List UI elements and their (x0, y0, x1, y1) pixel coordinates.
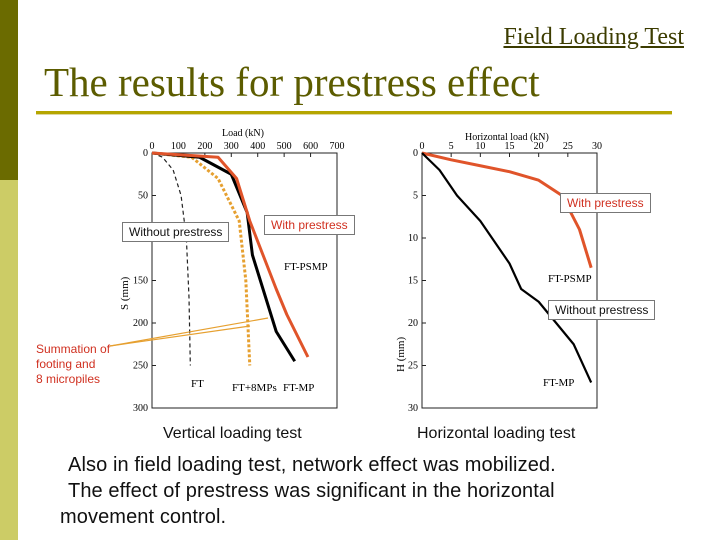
x-tick-label: 0 (150, 141, 155, 152)
callout-with-prestress-left: With prestress (264, 215, 355, 235)
y-tick-label: 0 (143, 148, 148, 159)
note-pointer-1 (109, 317, 269, 347)
title-underline (36, 111, 672, 114)
y-tick-label: 15 (408, 276, 418, 287)
right-series-lines (421, 151, 593, 383)
x-tick-label: 600 (303, 141, 318, 152)
x-tick-label: 15 (505, 141, 515, 152)
callout-without-prestress-right: Without prestress (548, 300, 656, 320)
y-tick-label: 5 (413, 191, 418, 202)
y-tick-label: 10 (408, 233, 418, 244)
x-tick-label: 5 (449, 141, 454, 152)
series-ft (151, 152, 191, 366)
y-tick-label: 200 (133, 318, 148, 329)
label-ft-mp-left: FT-MP (283, 382, 314, 394)
y-tick-label: 250 (133, 361, 148, 372)
y-tick-label: 30 (408, 403, 418, 414)
series-ft-psmp (151, 151, 310, 358)
y-tick-label: 300 (133, 403, 148, 414)
body-line-2: The effect of prestress was significant … (68, 480, 555, 502)
label-ft-8mps: FT+8MPs (232, 382, 277, 394)
x-tick-label: 20 (534, 141, 544, 152)
left-x-ticks: 0 100 200 300 400 500 600 700 (150, 141, 345, 157)
note-pointer-2 (109, 325, 251, 347)
body-line-1: Also in field loading test, network effe… (68, 454, 556, 476)
label-ft-psmp-left: FT-PSMP (284, 261, 328, 273)
x-tick-label: 100 (171, 141, 186, 152)
callout-without-prestress-left: Without prestress (122, 222, 230, 242)
series-ft-8mps (151, 151, 252, 366)
y-tick-label: 150 (133, 276, 148, 287)
series-ft-mp (421, 152, 593, 383)
x-tick-label: 400 (250, 141, 265, 152)
note-line-3: 8 micropiles (36, 372, 101, 386)
series-ft-mp (151, 151, 296, 363)
caption-vertical: Vertical loading test (163, 425, 302, 442)
sidebar-dark-bar (0, 0, 18, 180)
x-tick-label: 30 (592, 141, 602, 152)
right-y-axis-label: H (mm) (395, 337, 407, 372)
x-tick-label: 300 (224, 141, 239, 152)
title-underline-shadow (36, 114, 672, 115)
note-line-2: footing and (36, 357, 96, 371)
right-x-axis-label: Horizontal load (kN) (465, 132, 549, 143)
y-tick-label: 20 (408, 318, 418, 329)
micropile-summation-note: Summation of footing and 8 micropiles (36, 342, 110, 387)
series-ft-psmp (421, 151, 593, 269)
body-paragraph: Also in field loading test, network effe… (60, 452, 700, 530)
label-ft: FT (191, 378, 204, 390)
sidebar-light-bar (0, 180, 18, 540)
note-line-1: Summation of (36, 342, 111, 356)
y-tick-label: 25 (408, 361, 418, 372)
left-x-axis-label: Load (kN) (222, 128, 264, 139)
right-y-ticks: 0 5 10 15 20 25 30 (408, 148, 426, 414)
x-tick-label: 0 (420, 141, 425, 152)
y-tick-label: 50 (138, 191, 148, 202)
x-tick-label: 200 (197, 141, 212, 152)
body-line-3: movement control. (60, 506, 227, 528)
left-series-lines (151, 151, 310, 366)
x-tick-label: 700 (330, 141, 345, 152)
callout-with-prestress-right: With prestress (560, 193, 651, 213)
field-loading-test-link[interactable]: Field Loading Test (503, 24, 684, 50)
right-x-ticks: 0 5 10 15 20 25 30 (420, 141, 602, 157)
caption-horizontal: Horizontal loading test (417, 425, 576, 442)
x-tick-label: 10 (475, 141, 485, 152)
x-tick-label: 500 (277, 141, 292, 152)
y-tick-label: 0 (413, 148, 418, 159)
vertical-load-chart: Load (kN) 0 100 200 300 400 500 600 700 0 50 100 1… (109, 128, 345, 414)
label-ft-psmp-right: FT-PSMP (548, 273, 592, 285)
slide-title: The results for prestress effect (44, 59, 540, 105)
left-y-axis-label: S (mm) (119, 276, 131, 310)
horizontal-load-chart: Horizontal load (kN) 0 5 10 15 20 25 30 0 5 10 15… (395, 132, 602, 414)
label-ft-mp-right: FT-MP (543, 377, 574, 389)
x-tick-label: 25 (563, 141, 573, 152)
